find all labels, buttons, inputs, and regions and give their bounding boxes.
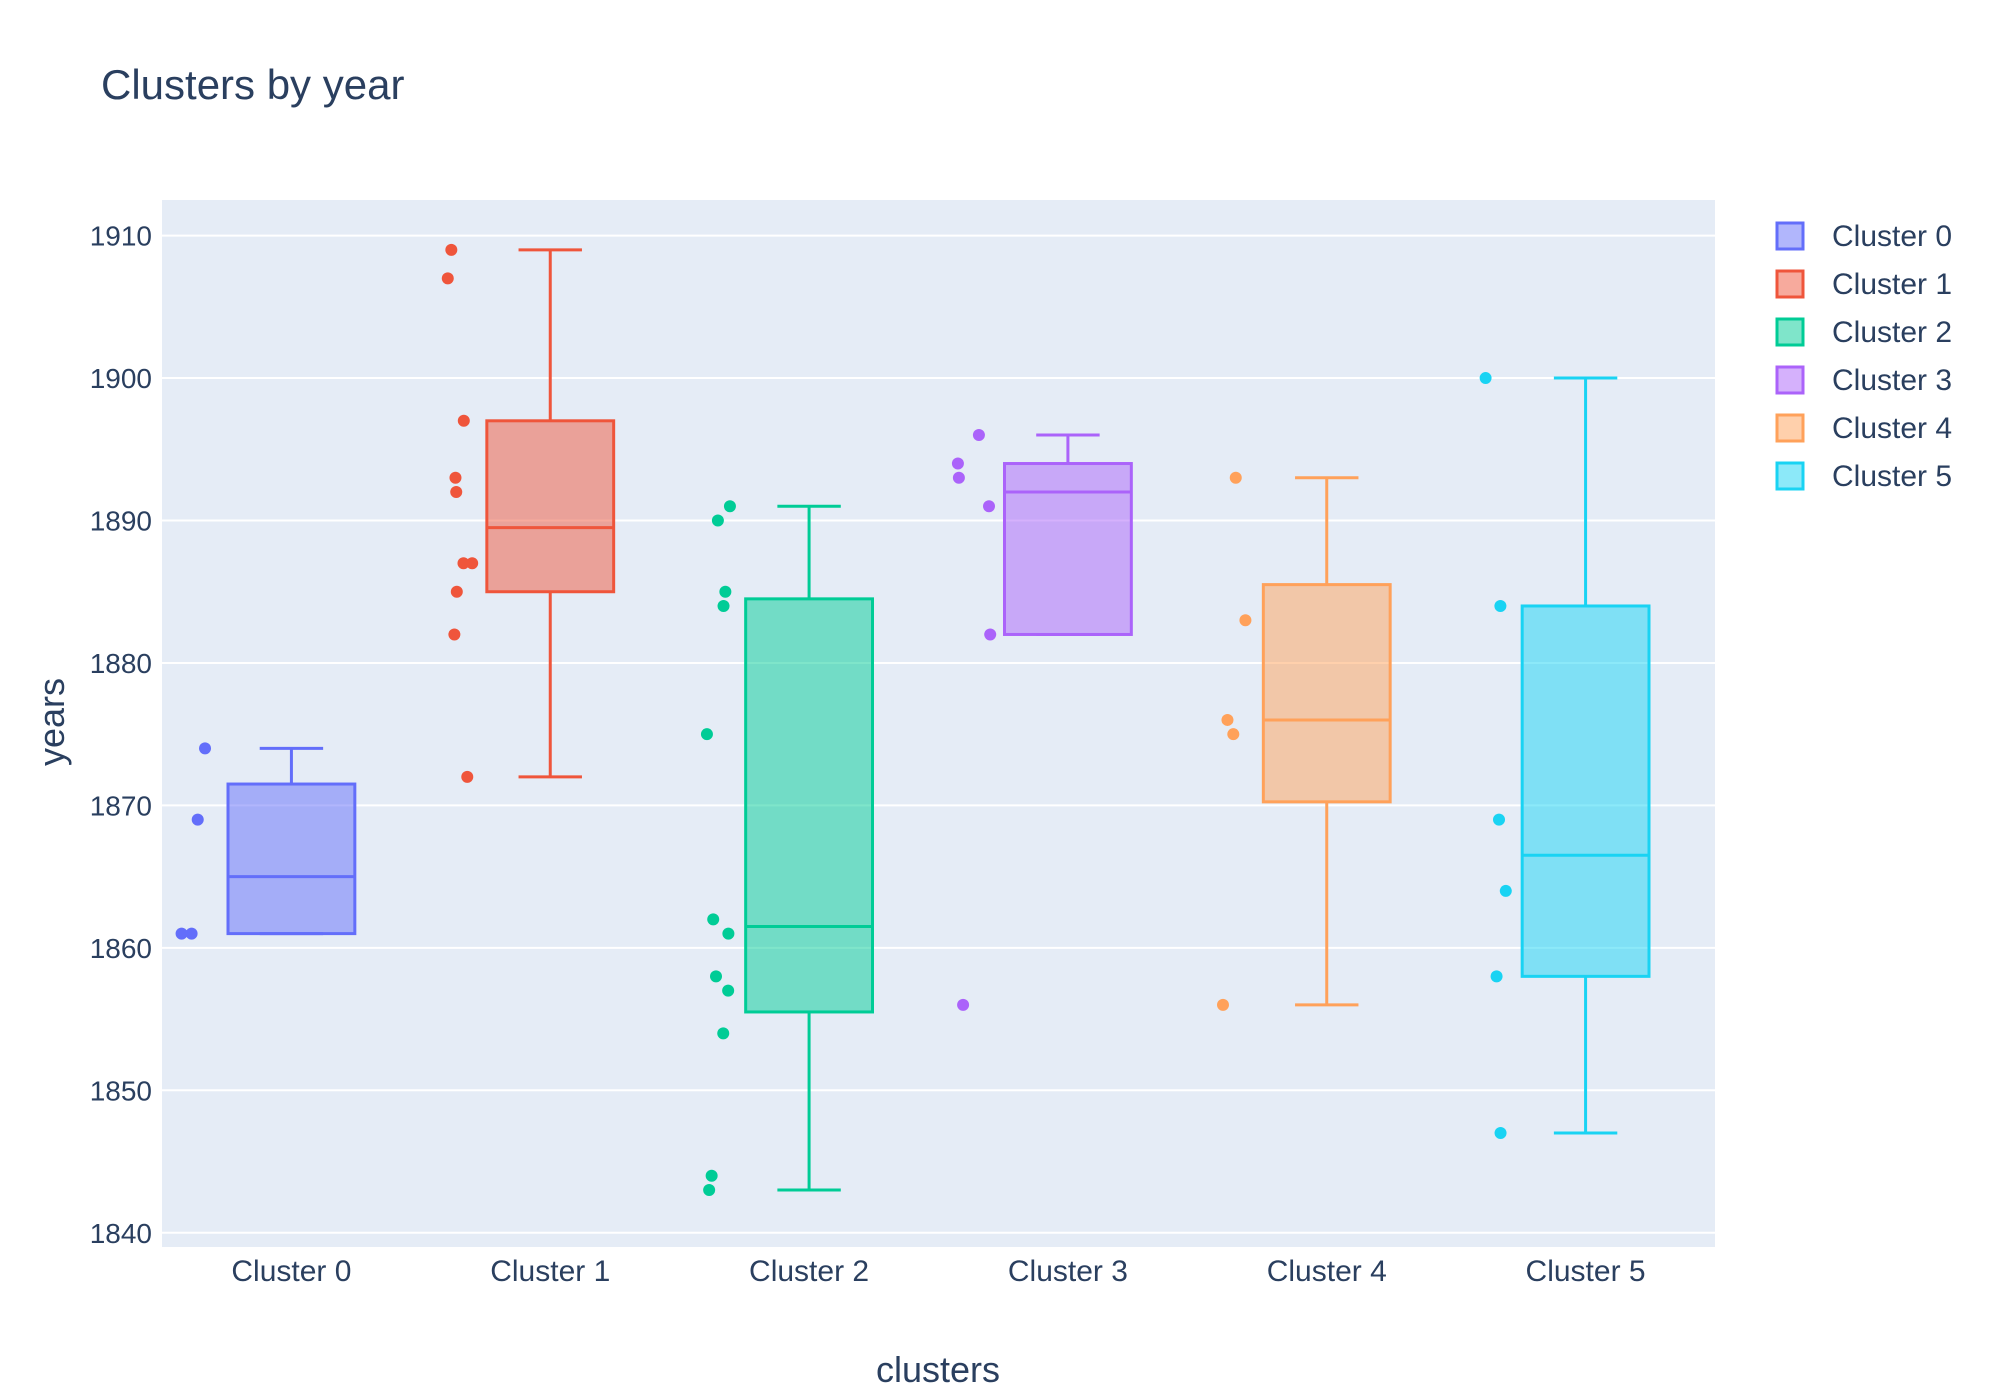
iqr-box [744, 597, 874, 1014]
box-traces [175, 243, 1651, 1197]
data-point [185, 927, 198, 940]
legend-label: Cluster 0 [1832, 220, 1952, 253]
data-point [466, 557, 479, 570]
y-gridlines [162, 234, 1715, 1234]
data-point [1227, 728, 1240, 741]
data-point [1499, 884, 1512, 897]
legend[interactable]: Cluster 0 Cluster 1 Cluster 2 Cluster 3 Clus… [1775, 220, 1952, 493]
x-tick-label: Cluster 2 [749, 1255, 869, 1288]
legend-item[interactable]: Cluster 4 [1775, 412, 1952, 445]
data-point [711, 514, 724, 527]
data-point [457, 414, 470, 427]
data-point [957, 998, 970, 1011]
data-point [1479, 372, 1492, 385]
x-tick-label: Cluster 4 [1267, 1255, 1387, 1288]
data-point [717, 599, 730, 612]
x-axis-ticks: Cluster 0 Cluster 1 Cluster 2 Cluster 3 Clus… [231, 1255, 1645, 1288]
data-point [719, 585, 732, 598]
x-tick-label: Cluster 1 [490, 1255, 610, 1288]
data-point [1494, 599, 1507, 612]
y-tick-label: 1890 [90, 506, 152, 537]
legend-swatch [1775, 413, 1805, 443]
legend-label: Cluster 2 [1832, 316, 1952, 349]
iqr-box [226, 782, 357, 936]
data-point [700, 728, 713, 741]
box-trace [951, 429, 1133, 1011]
data-point [705, 1169, 718, 1182]
data-point [1229, 471, 1242, 484]
x-tick-label: Cluster 3 [1008, 1255, 1128, 1288]
data-point [450, 486, 463, 499]
y-tick-label: 1910 [90, 221, 152, 252]
data-point [448, 628, 461, 641]
box-trace [1216, 471, 1392, 1011]
legend-item[interactable]: Cluster 2 [1775, 316, 1952, 349]
legend-swatch [1775, 365, 1805, 395]
legend-swatch [1775, 269, 1805, 299]
legend-swatch [1775, 317, 1805, 347]
x-axis-title: clusters [876, 1349, 1000, 1390]
y-tick-label: 1860 [90, 933, 152, 964]
box-trace [175, 742, 357, 940]
data-point [1239, 614, 1252, 627]
data-point [722, 984, 735, 997]
box-trace [441, 243, 616, 783]
data-point [445, 243, 458, 256]
iqr-box [1003, 462, 1133, 636]
data-point [951, 457, 964, 470]
legend-swatch [1775, 461, 1805, 491]
data-point [707, 913, 720, 926]
data-point [952, 471, 965, 484]
legend-item[interactable]: Cluster 0 [1775, 220, 1952, 253]
data-point [1221, 713, 1234, 726]
data-point [457, 557, 470, 570]
y-tick-label: 1900 [90, 363, 152, 394]
data-point [450, 585, 463, 598]
data-point [461, 770, 474, 783]
legend-label: Cluster 3 [1832, 364, 1952, 397]
chart-title: Clusters by year [101, 61, 404, 108]
y-tick-label: 1850 [90, 1075, 152, 1106]
data-point [1490, 970, 1503, 983]
legend-item[interactable]: Cluster 3 [1775, 364, 1952, 397]
plot-area-background [162, 200, 1715, 1247]
data-point [703, 1184, 716, 1197]
y-tick-label: 1880 [90, 648, 152, 679]
box-trace [1479, 372, 1651, 1140]
data-point [984, 628, 997, 641]
data-point [972, 429, 985, 442]
iqr-box [1261, 583, 1392, 804]
data-point [199, 742, 212, 755]
x-tick-label: Cluster 0 [231, 1255, 351, 1288]
data-point [983, 500, 996, 513]
legend-label: Cluster 1 [1832, 268, 1952, 301]
data-point [1493, 813, 1506, 826]
data-point [175, 927, 188, 940]
y-axis-ticks: 1840 1850 1860 1870 1880 1890 1900 1910 [90, 221, 152, 1249]
y-tick-label: 1870 [90, 790, 152, 821]
legend-item[interactable]: Cluster 5 [1775, 460, 1952, 493]
y-tick-label: 1840 [90, 1218, 152, 1249]
data-point [710, 970, 723, 983]
data-point [722, 927, 735, 940]
data-point [1494, 1127, 1507, 1140]
box-trace [700, 500, 874, 1197]
y-axis-title: years [31, 678, 72, 766]
iqr-box [1520, 604, 1651, 978]
iqr-box [485, 419, 616, 594]
data-point [449, 471, 462, 484]
data-point [1216, 998, 1229, 1011]
legend-item[interactable]: Cluster 1 [1775, 268, 1952, 301]
x-tick-label: Cluster 5 [1526, 1255, 1646, 1288]
legend-label: Cluster 5 [1832, 460, 1952, 493]
legend-swatch [1775, 221, 1805, 251]
data-point [723, 500, 736, 513]
data-point [441, 272, 454, 285]
data-point [191, 813, 204, 826]
data-point [717, 1027, 730, 1040]
legend-label: Cluster 4 [1832, 412, 1952, 445]
